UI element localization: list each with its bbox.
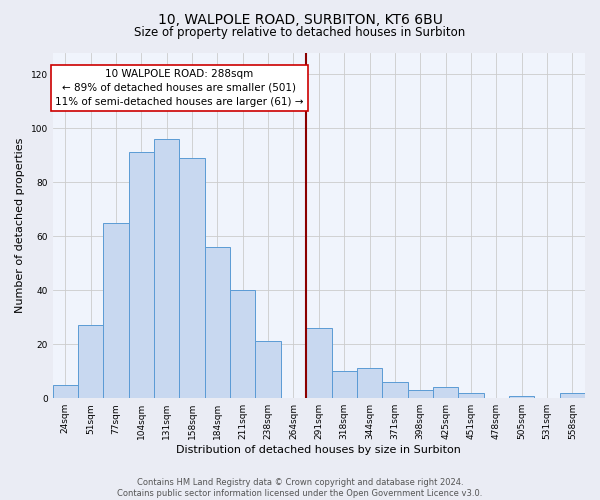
Bar xyxy=(179,158,205,398)
Text: Contains HM Land Registry data © Crown copyright and database right 2024.
Contai: Contains HM Land Registry data © Crown c… xyxy=(118,478,482,498)
Text: Size of property relative to detached houses in Surbiton: Size of property relative to detached ho… xyxy=(134,26,466,39)
Bar xyxy=(509,396,535,398)
Bar xyxy=(154,139,179,398)
Bar xyxy=(78,326,103,398)
Bar xyxy=(103,222,129,398)
Bar xyxy=(256,342,281,398)
Bar xyxy=(306,328,332,398)
Bar xyxy=(332,371,357,398)
Bar xyxy=(433,388,458,398)
Bar xyxy=(230,290,256,398)
Bar xyxy=(357,368,382,398)
Bar xyxy=(382,382,407,398)
Bar xyxy=(407,390,433,398)
X-axis label: Distribution of detached houses by size in Surbiton: Distribution of detached houses by size … xyxy=(176,445,461,455)
Bar xyxy=(205,247,230,398)
Bar xyxy=(560,393,585,398)
Bar xyxy=(129,152,154,398)
Text: 10 WALPOLE ROAD: 288sqm
← 89% of detached houses are smaller (501)
11% of semi-d: 10 WALPOLE ROAD: 288sqm ← 89% of detache… xyxy=(55,68,304,106)
Bar xyxy=(53,384,78,398)
Bar xyxy=(458,393,484,398)
Y-axis label: Number of detached properties: Number of detached properties xyxy=(15,138,25,313)
Text: 10, WALPOLE ROAD, SURBITON, KT6 6BU: 10, WALPOLE ROAD, SURBITON, KT6 6BU xyxy=(158,12,442,26)
